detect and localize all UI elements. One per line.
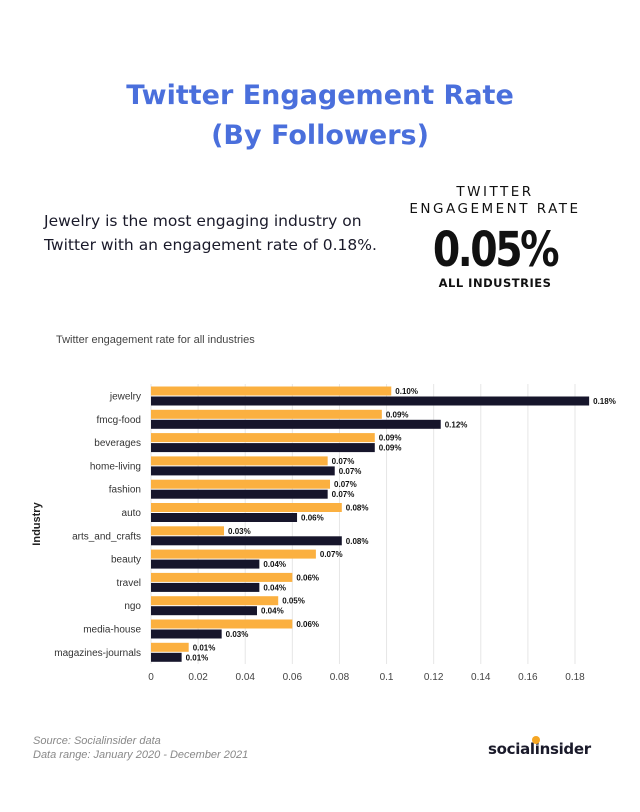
bar: [151, 629, 222, 639]
bar: [151, 419, 441, 429]
data-label: 0.06%: [301, 514, 324, 523]
x-tick-label: 0.06: [283, 672, 303, 683]
bar: [151, 549, 316, 559]
category-label: jewelry: [109, 392, 141, 403]
data-label: 0.05%: [282, 597, 305, 606]
data-label: 0.03%: [226, 630, 249, 639]
x-tick-label: 0.14: [471, 672, 491, 683]
kpi-label-line-2: ENGAGEMENT RATE: [409, 201, 581, 217]
bar: [151, 489, 328, 499]
category-label: beauty: [111, 555, 141, 566]
data-label: 0.03%: [228, 527, 251, 536]
bar: [151, 466, 335, 476]
data-label: 0.08%: [346, 504, 369, 513]
category-label: ngo: [124, 601, 141, 612]
brand-logo: socialinsider: [488, 740, 591, 758]
chart-title: Twitter engagement rate for all industri…: [56, 334, 255, 346]
bar: [151, 582, 260, 592]
bar: [151, 536, 342, 546]
footer-source: Source: Socialinsider data: [33, 735, 161, 747]
bar: [151, 559, 260, 569]
data-label: 0.07%: [332, 457, 355, 466]
data-label: 0.04%: [261, 607, 284, 616]
data-label: 0.12%: [445, 420, 468, 429]
data-label: 0.08%: [346, 537, 369, 546]
category-label: beverages: [94, 438, 141, 449]
x-tick-label: 0.04: [235, 672, 255, 683]
data-label: 0.09%: [386, 410, 409, 419]
bar: [151, 433, 375, 443]
x-tick-label: 0.18: [565, 672, 585, 683]
footer-range: Data range: January 2020 - December 2021: [33, 749, 249, 761]
data-label: 0.10%: [395, 387, 418, 396]
bar: [151, 396, 590, 406]
bar-chart: 0 0.02 0.04 0.06 0.08 0.1 0.12 0.14 0.16 0.18 Indu…: [31, 384, 616, 683]
bar: [151, 596, 279, 606]
x-tick-label: 0.16: [518, 672, 538, 683]
category-label: fashion: [109, 485, 141, 496]
bar: [151, 456, 328, 466]
x-tick-label: 0.12: [424, 672, 444, 683]
data-label: 0.18%: [593, 397, 616, 406]
bar: [151, 526, 225, 536]
data-label: 0.07%: [334, 480, 357, 489]
category-label: magazines-journals: [54, 648, 141, 659]
x-tick-label: 0.02: [188, 672, 208, 683]
kpi-sublabel: ALL INDUSTRIES: [438, 276, 552, 290]
kpi-label-line-1: TWITTER: [456, 184, 534, 200]
brand-logo-dot-icon: [532, 736, 540, 744]
bar: [151, 409, 382, 419]
kpi-label: TWITTER ENGAGEMENT RATE: [400, 184, 590, 218]
kpi-value: 0.05%: [432, 222, 560, 278]
footer: Source: Socialinsider data Data range: J…: [33, 734, 248, 762]
category-label: media-house: [83, 625, 141, 636]
data-label: 0.07%: [320, 550, 343, 559]
bar: [151, 572, 293, 582]
kpi-block: TWITTER ENGAGEMENT RATE 0.05% ALL INDUST…: [400, 184, 590, 290]
bar: [151, 479, 331, 489]
bar: [151, 443, 375, 453]
page-title: Twitter Engagement Rate (By Followers): [0, 76, 640, 156]
data-label: 0.09%: [379, 434, 402, 443]
bar: [151, 619, 293, 629]
category-label: arts_and_crafts: [72, 531, 141, 542]
bar: [151, 642, 189, 652]
data-label: 0.01%: [186, 653, 209, 662]
data-label: 0.04%: [263, 560, 286, 569]
bar: [151, 503, 342, 512]
y-axis-label: Industry: [31, 501, 43, 545]
data-label: 0.01%: [193, 643, 216, 652]
bar: [151, 606, 257, 616]
category-label: home-living: [90, 461, 141, 472]
category-label: fmcg-food: [97, 415, 141, 426]
headline-text: Jewelry is the most engaging industry on…: [44, 212, 377, 254]
data-label: 0.09%: [379, 444, 402, 453]
bar: [151, 513, 298, 522]
data-label: 0.07%: [332, 490, 355, 499]
category-label: travel: [117, 578, 141, 589]
data-label: 0.04%: [263, 583, 286, 592]
title-line-2: (By Followers): [211, 120, 429, 151]
x-tick-label: 0.1: [380, 672, 394, 683]
x-tick-label: 0.08: [330, 672, 350, 683]
title-line-1: Twitter Engagement Rate: [126, 80, 514, 111]
bar: [151, 652, 182, 662]
category-label: auto: [122, 508, 142, 519]
data-label: 0.06%: [296, 573, 319, 582]
data-label: 0.07%: [339, 467, 362, 476]
data-label: 0.06%: [296, 620, 319, 629]
bar: [151, 386, 392, 396]
x-tick-label: 0: [148, 672, 154, 683]
